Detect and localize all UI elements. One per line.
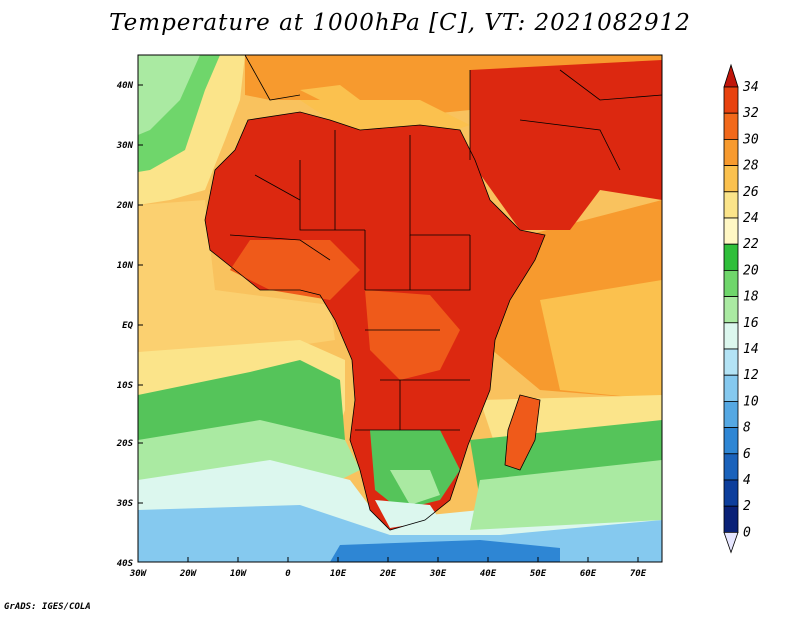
- colorbar-label: 10: [743, 394, 759, 409]
- colorbar-top-arrow: [723, 63, 739, 88]
- lon-tick-label: 30W: [129, 569, 148, 579]
- colorbar-label: 22: [743, 237, 759, 252]
- colorbar-swatch: [723, 348, 739, 376]
- colorbar-label: 4: [743, 473, 751, 488]
- colorbar-swatch: [723, 191, 739, 219]
- lat-tick-label: 10N: [117, 261, 134, 271]
- lon-tick-label: 70E: [630, 569, 647, 579]
- colorbar-label: 32: [742, 106, 759, 121]
- land-south-africa-highveld: [390, 470, 440, 505]
- colorbar-label: 30: [742, 132, 759, 147]
- colorbar-swatch: [723, 296, 739, 324]
- map-frame: [137, 54, 663, 563]
- colorbar-label: 14: [743, 342, 759, 357]
- ocean-southern-deep: [330, 540, 560, 562]
- lat-tick-label: 40N: [117, 81, 134, 91]
- lat-tick-label: EQ: [122, 321, 133, 331]
- colorbar-swatch: [723, 269, 739, 297]
- lat-tick-label: 30S: [116, 499, 134, 509]
- land-north-africa-coast: [300, 85, 360, 105]
- colorbar-bottom-arrow: [723, 532, 739, 554]
- lat-axis: 40N 30N 20N 10N EQ 10S 20S 30S 40S: [116, 81, 143, 569]
- lon-tick-label: 10W: [230, 569, 248, 579]
- ocean-indian-central: [540, 280, 662, 400]
- colorbar-swatch: [723, 400, 739, 428]
- colorbar-swatch: [723, 427, 739, 455]
- colorbar-label: 6: [743, 447, 751, 462]
- colorbar-swatch: [723, 86, 739, 114]
- ocean-gulf-guinea: [138, 200, 335, 352]
- land-sahel-west: [230, 240, 360, 300]
- lon-axis: 30W 20W 10W 0 10E 20E 30E 40E 50E 60E 70…: [129, 557, 647, 579]
- colorbar-label: 26: [743, 185, 759, 200]
- temperature-field: [138, 55, 662, 562]
- lat-tick-label: 40S: [117, 559, 134, 569]
- colorbar-swatch: [723, 217, 739, 245]
- land-congo-basin: [365, 290, 460, 380]
- colorbar-swatch: [723, 505, 739, 533]
- colorbar-label: 24: [743, 211, 759, 226]
- footer-credit: GrADS: IGES/COLA: [4, 602, 91, 612]
- ocean-indian-lightgreen: [470, 460, 662, 530]
- lat-tick-label: 20N: [116, 201, 134, 211]
- colorbar-swatch: [723, 479, 739, 507]
- lon-tick-label: 10E: [330, 569, 347, 579]
- lon-tick-label: 50E: [530, 569, 547, 579]
- colorbar-label: 0: [743, 525, 751, 540]
- colorbar-swatch: [723, 453, 739, 481]
- colorbar-label: 28: [743, 159, 759, 174]
- colorbar-swatch: [723, 243, 739, 271]
- ocean-north-atlantic-light: [138, 55, 200, 135]
- colorbar-label: 16: [743, 316, 759, 331]
- colorbar-label: 20: [743, 263, 759, 278]
- colorbar-label: 12: [743, 368, 759, 383]
- lon-tick-label: 0: [285, 569, 291, 579]
- lon-tick-label: 40E: [480, 569, 497, 579]
- colorbar-label: 8: [743, 421, 751, 436]
- lat-tick-label: 30N: [116, 141, 134, 151]
- lon-tick-label: 60E: [580, 569, 597, 579]
- country-borders: [204, 55, 662, 531]
- lat-tick-label: 20S: [116, 439, 134, 449]
- land-middle-east: [470, 60, 662, 230]
- lon-tick-label: 30E: [429, 569, 447, 579]
- colorbar-swatch: [723, 165, 739, 193]
- map-title: Temperature at 1000hPa [C], VT: 20210829…: [109, 10, 691, 36]
- colorbar-label: 34: [742, 80, 759, 95]
- colorbar-swatch: [723, 112, 739, 140]
- colorbar-swatch: [723, 374, 739, 402]
- colorbar-swatch: [723, 138, 739, 166]
- colorbar-label: 2: [743, 499, 751, 514]
- land-south-africa-cape: [375, 500, 440, 528]
- lon-tick-label: 20W: [179, 569, 198, 579]
- colorbar-label: 18: [743, 290, 759, 305]
- lat-tick-label: 10S: [117, 381, 134, 391]
- lon-tick-label: 20E: [379, 569, 397, 579]
- colorbar-swatch: [723, 322, 739, 350]
